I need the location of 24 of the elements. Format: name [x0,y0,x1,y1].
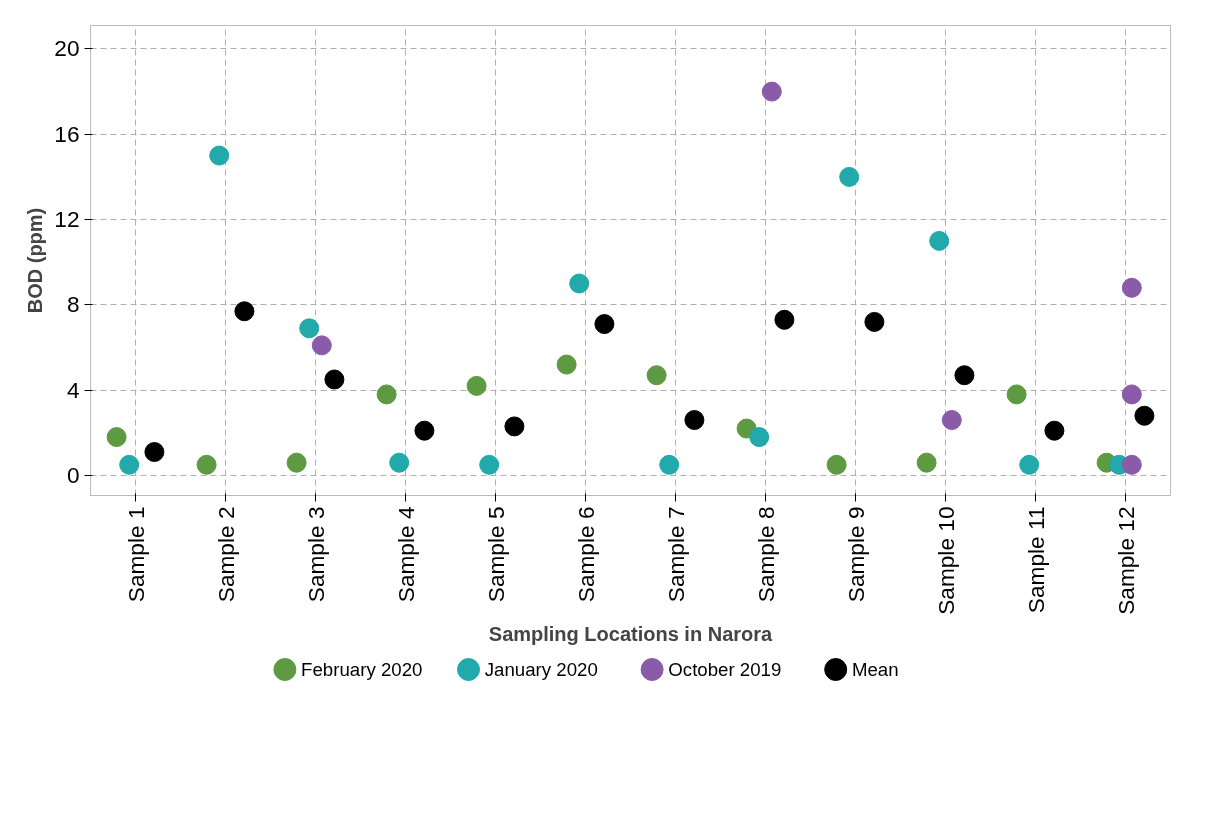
x-tick-label: Sample 7 [662,506,689,603]
x-tick-label: Sample 10 [932,506,959,615]
y-tick-label: 0 [66,461,80,488]
x-tick-label: Sample 12 [1112,506,1139,615]
y-tick-label: 12 [54,206,80,233]
x-tick-label: Sample 2 [212,506,239,603]
legend-label: October 2019 [668,659,782,680]
x-tick-label: Sample 4 [392,506,419,603]
y-axis-title: BOD (ppm) [24,207,47,314]
legend-label: January 2020 [484,659,598,680]
x-tick-label: Sample 3 [302,506,329,603]
y-tick-label: 16 [54,120,80,147]
x-tick-label: Sample 9 [842,506,869,603]
legend-label: February 2020 [301,659,423,680]
y-tick-label: 4 [66,376,80,403]
x-tick-label: Sample 5 [482,506,509,603]
x-tick-label: Sample 8 [752,506,779,603]
x-axis-title: Sampling Locations in Narora [488,622,774,645]
x-tick-label: Sample 11 [1022,506,1049,614]
y-tick-label: 8 [66,291,80,318]
x-tick-label: Sample 6 [572,506,599,603]
x-tick-label: Sample 1 [122,506,149,603]
y-tick-label: 20 [54,35,80,62]
legend-label: Mean [851,659,899,680]
